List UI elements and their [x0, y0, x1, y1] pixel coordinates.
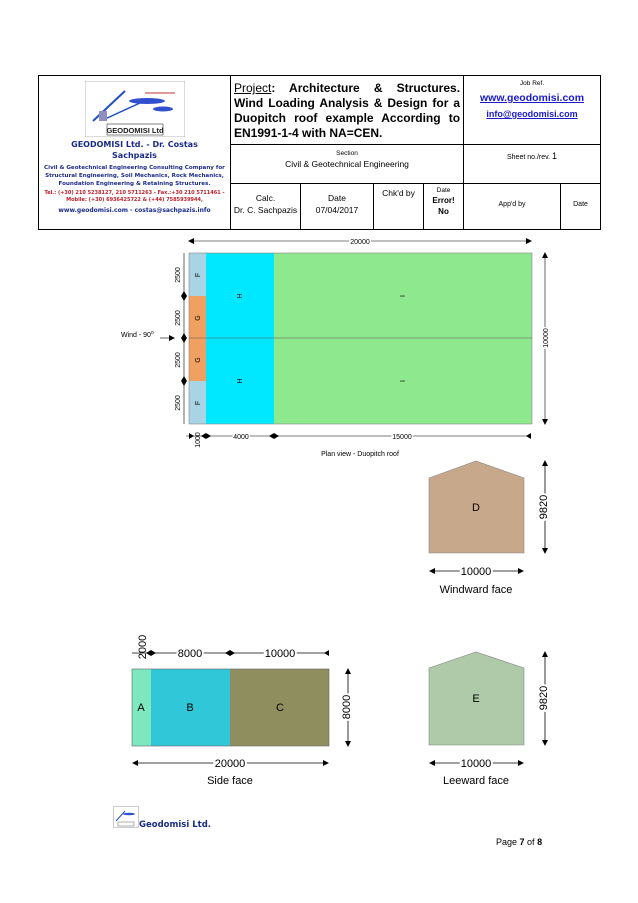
zone-g-bottom	[189, 338, 206, 381]
side-dim-a: 2000	[137, 635, 149, 659]
zone-h	[206, 253, 274, 424]
windward-caption: Windward face	[440, 584, 513, 596]
header-table: GEODOMISI Ltd GEODOMISI Ltd. - Dr. Costa…	[38, 75, 602, 230]
page-number: Page 7 of 8	[496, 837, 543, 847]
company-name: GEODOMISI Ltd. - Dr. Costas Sachpazis	[71, 140, 198, 160]
zone-f-bottom-label: F	[195, 401, 202, 405]
zone-i-top-label: I	[400, 295, 407, 297]
side-dim-c: 10000	[265, 648, 296, 660]
side-zone-a	[132, 669, 151, 746]
date2-cell: Date Error! No	[422, 183, 465, 230]
date3-label: Date	[573, 201, 588, 208]
plan-dim-1000: 1000	[195, 432, 202, 448]
sheet-cell: Sheet no./rev. 1	[463, 144, 602, 184]
zone-f-bottom	[189, 381, 206, 424]
windward-height-dim: 9820	[538, 495, 550, 519]
appd-cell: App'd by	[463, 183, 562, 230]
zone-f-top-label: F	[195, 273, 202, 277]
plan-zone-dim-2: 2500	[175, 310, 182, 326]
plan-dim-15000: 15000	[392, 434, 412, 441]
calc-cell: Calc. Dr. C. Sachpazis	[230, 183, 301, 230]
job-link-web[interactable]: www.geodomisi.com	[480, 92, 585, 104]
date-cell: Date 07/04/2017	[300, 183, 374, 230]
date2-label: Date	[436, 187, 451, 194]
zone-i	[274, 253, 532, 424]
calc-value: Dr. C. Sachpazis	[233, 205, 298, 215]
plan-zone-dim-3: 2500	[175, 352, 182, 368]
side-face: A B C 2000 8000 10000 8000 20000 Side fa…	[131, 635, 355, 787]
windward-zone-label: D	[472, 502, 480, 514]
side-zone-b	[151, 669, 230, 746]
zone-i-bottom-label: I	[400, 380, 407, 382]
company-description: Civil & Geotechnical Engineering Consult…	[44, 165, 225, 187]
side-zone-a-label: A	[137, 702, 145, 714]
plan-depth-dim: 10000	[543, 328, 550, 348]
zone-h-bottom-label: H	[237, 378, 244, 383]
zone-g-bottom-label: G	[195, 357, 202, 362]
company-block: GEODOMISI Ltd GEODOMISI Ltd. - Dr. Costa…	[38, 75, 231, 230]
job-ref-cell: Job Ref. www.geodomisi.com info@geodomis…	[463, 75, 602, 145]
side-zone-b-label: B	[186, 702, 193, 714]
side-zone-c-label: C	[276, 702, 284, 714]
date2-error: Error! No	[432, 196, 455, 216]
plan-outline	[188, 252, 533, 425]
leeward-height-dim: 9820	[538, 686, 550, 710]
company-web-email: www.geodomisi.com - costas@sachpazis.inf…	[58, 207, 211, 214]
date3-cell: Date	[560, 183, 602, 230]
windward-shape	[428, 460, 525, 554]
leeward-face: E 9820 10000 Leeward face	[428, 651, 552, 787]
calc-label: Calc.	[255, 193, 276, 203]
project-title: Project: Architecture & Structures. Wind…	[229, 75, 465, 145]
side-zone-c	[230, 669, 329, 746]
footer-company-name: Geodomisi Ltd.	[139, 820, 212, 830]
leeward-caption: Leeward face	[443, 775, 509, 787]
side-caption: Side face	[207, 775, 253, 787]
job-ref-label: Job Ref.	[519, 80, 545, 87]
chkd-label: Chk'd by	[382, 188, 415, 198]
zone-f-top	[189, 253, 206, 296]
side-height-dim: 8000	[341, 695, 353, 719]
zone-h-top-label: H	[237, 293, 244, 298]
plan-view: 20000 F G G F H H I I 2500 2500 2500 250…	[121, 238, 552, 459]
leeward-shape	[428, 651, 525, 746]
zone-g-top-label: G	[195, 315, 202, 320]
sheet-value: 1	[552, 151, 558, 161]
side-width-dim: 20000	[215, 758, 246, 770]
section-value: Civil & Geotechnical Engineering	[285, 159, 409, 169]
chkd-cell: Chk'd by	[373, 183, 424, 230]
appd-label: App'd by	[498, 201, 526, 208]
section-label: Section	[336, 150, 358, 157]
sheet-label: Sheet no./rev.	[507, 154, 551, 161]
plan-caption: Plan view - Duopitch roof	[321, 451, 399, 458]
windward-width-dim: 10000	[461, 566, 492, 578]
plan-zone-dim-1: 2500	[175, 267, 182, 283]
leeward-zone-label: E	[472, 693, 479, 705]
logo-text: GEODOMISI Ltd	[106, 126, 164, 135]
zone-g-top	[189, 296, 206, 338]
windward-face: D 9820 10000 Windward face	[428, 460, 552, 596]
date-value: 07/04/2017	[315, 205, 359, 215]
leeward-width-dim: 10000	[461, 758, 492, 770]
wind-label: Wind - 90o	[121, 330, 154, 339]
plan-zone-dim-4: 2500	[175, 395, 182, 411]
plan-dim-4000: 4000	[233, 434, 249, 441]
footer-logo	[113, 806, 139, 828]
company-logo: GEODOMISI Ltd	[84, 81, 185, 137]
company-phone: Tel.: (+30) 210 5238127, 210 5711263 - F…	[44, 190, 225, 203]
date-label: Date	[328, 193, 346, 203]
side-dim-b: 8000	[178, 648, 202, 660]
plan-width-dim: 20000	[350, 239, 370, 246]
job-link-email[interactable]: info@geodomisi.com	[486, 109, 578, 119]
